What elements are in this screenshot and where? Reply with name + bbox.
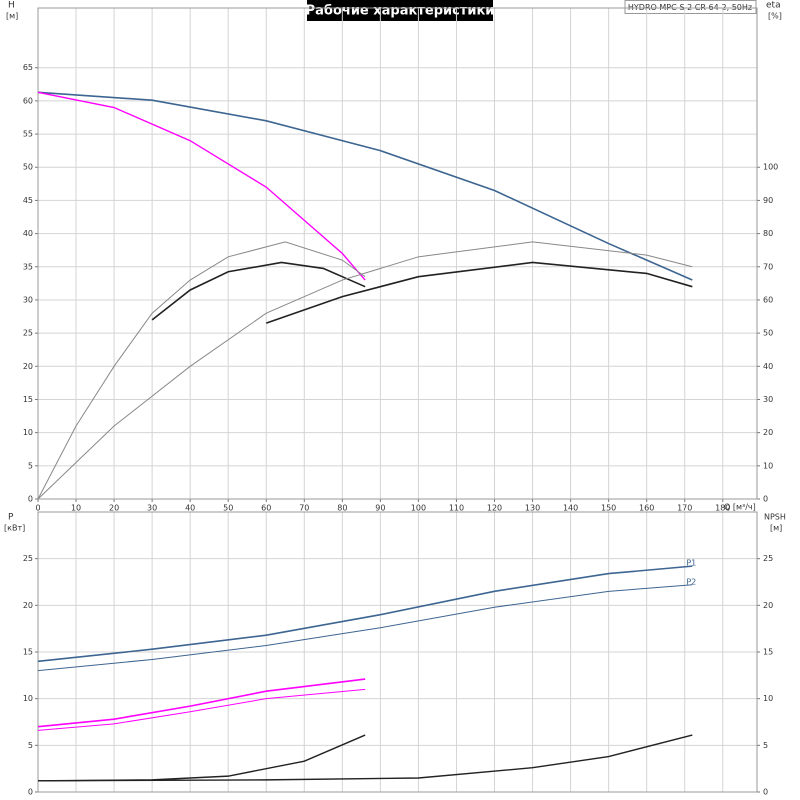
x-tick-label: 140 [563, 504, 578, 513]
y-tick-label: 20 [23, 601, 33, 610]
series-line [37, 688, 366, 731]
x-tick-label: 20 [109, 504, 119, 513]
y2-tick-label: 30 [763, 395, 773, 404]
y-unit: [м] [6, 12, 18, 21]
y2-tick-label: 40 [763, 362, 773, 371]
x-tick-label: 10 [71, 504, 81, 513]
y-tick-label: 65 [23, 63, 33, 72]
series-label: P2 [686, 577, 696, 586]
y2-tick-label: 20 [763, 428, 773, 437]
series-line [265, 261, 693, 324]
series-line [37, 241, 693, 500]
y-unit: [кВт] [4, 524, 25, 533]
x-tick-label: 110 [449, 504, 464, 513]
y2-tick-label: 10 [763, 694, 773, 703]
y-tick-label: 25 [23, 329, 33, 338]
x-tick-label: 50 [223, 504, 233, 513]
y2-label: eta [766, 1, 781, 11]
y-tick-label: 35 [23, 262, 33, 271]
y-tick-label: 45 [23, 196, 33, 205]
chart-title: Рабочие характеристики [306, 4, 495, 19]
x-tick-label: 130 [525, 504, 540, 513]
y2-tick-label: 15 [763, 648, 773, 657]
y2-tick-label: 0 [763, 495, 768, 504]
y2-tick-label: 25 [763, 554, 773, 563]
y2-tick-label: 70 [763, 262, 773, 271]
y-tick-label: 25 [23, 554, 33, 563]
y-tick-label: 20 [23, 362, 33, 371]
y-tick-label: 60 [23, 96, 33, 105]
y-tick-label: 10 [23, 428, 33, 437]
series-line [37, 241, 366, 500]
y-tick-label: 5 [28, 461, 33, 470]
y2-tick-label: 0 [763, 788, 768, 797]
series-line [37, 734, 693, 782]
x-tick-label: 150 [601, 504, 616, 513]
series-line [37, 91, 366, 281]
y-tick-label: 0 [28, 495, 33, 504]
series-line [37, 584, 693, 672]
y-tick-label: 40 [23, 229, 33, 238]
y2-unit: [%] [768, 12, 782, 21]
y-tick-label: 5 [28, 741, 33, 750]
y-label: H [8, 1, 15, 11]
y2-tick-label: 60 [763, 295, 773, 304]
y2-tick-label: 50 [763, 329, 773, 338]
y-tick-label: 10 [23, 694, 33, 703]
y-tick-label: 30 [23, 295, 33, 304]
y-tick-label: 15 [23, 395, 33, 404]
y2-label: NPSH [764, 513, 786, 522]
plot-frame [37, 511, 758, 793]
x-tick-label: 90 [375, 504, 385, 513]
title-box [307, 0, 493, 21]
y2-tick-label: 20 [763, 601, 773, 610]
y2-tick-label: 5 [763, 741, 768, 750]
y2-tick-label: 100 [763, 163, 778, 172]
y-label: P [8, 513, 14, 523]
x-tick-label: 80 [337, 504, 347, 513]
series-line [37, 565, 693, 663]
x-tick-label: 100 [411, 504, 426, 513]
plot-frame [37, 7, 758, 500]
series-line [37, 678, 366, 728]
x-label: Q [м³/ч] [724, 503, 756, 512]
x-tick-label: 30 [147, 504, 157, 513]
y-tick-label: 0 [28, 788, 33, 797]
x-tick-label: 70 [299, 504, 309, 513]
y-tick-label: 15 [23, 648, 33, 657]
x-tick-label: 160 [639, 504, 654, 513]
x-tick-label: 0 [35, 504, 40, 513]
y-tick-label: 55 [23, 130, 33, 139]
y2-tick-label: 90 [763, 196, 773, 205]
series-line [151, 261, 366, 321]
series-line [37, 91, 693, 281]
y2-unit: [м] [770, 524, 782, 533]
x-tick-label: 60 [261, 504, 271, 513]
x-tick-label: 180 [715, 504, 730, 513]
y2-tick-label: 80 [763, 229, 773, 238]
y2-tick-label: 10 [763, 461, 773, 470]
y-tick-label: 50 [23, 163, 33, 172]
x-tick-label: 40 [185, 504, 195, 513]
x-tick-label: 120 [487, 504, 502, 513]
series-label: P1 [686, 559, 696, 568]
x-tick-label: 170 [677, 504, 692, 513]
